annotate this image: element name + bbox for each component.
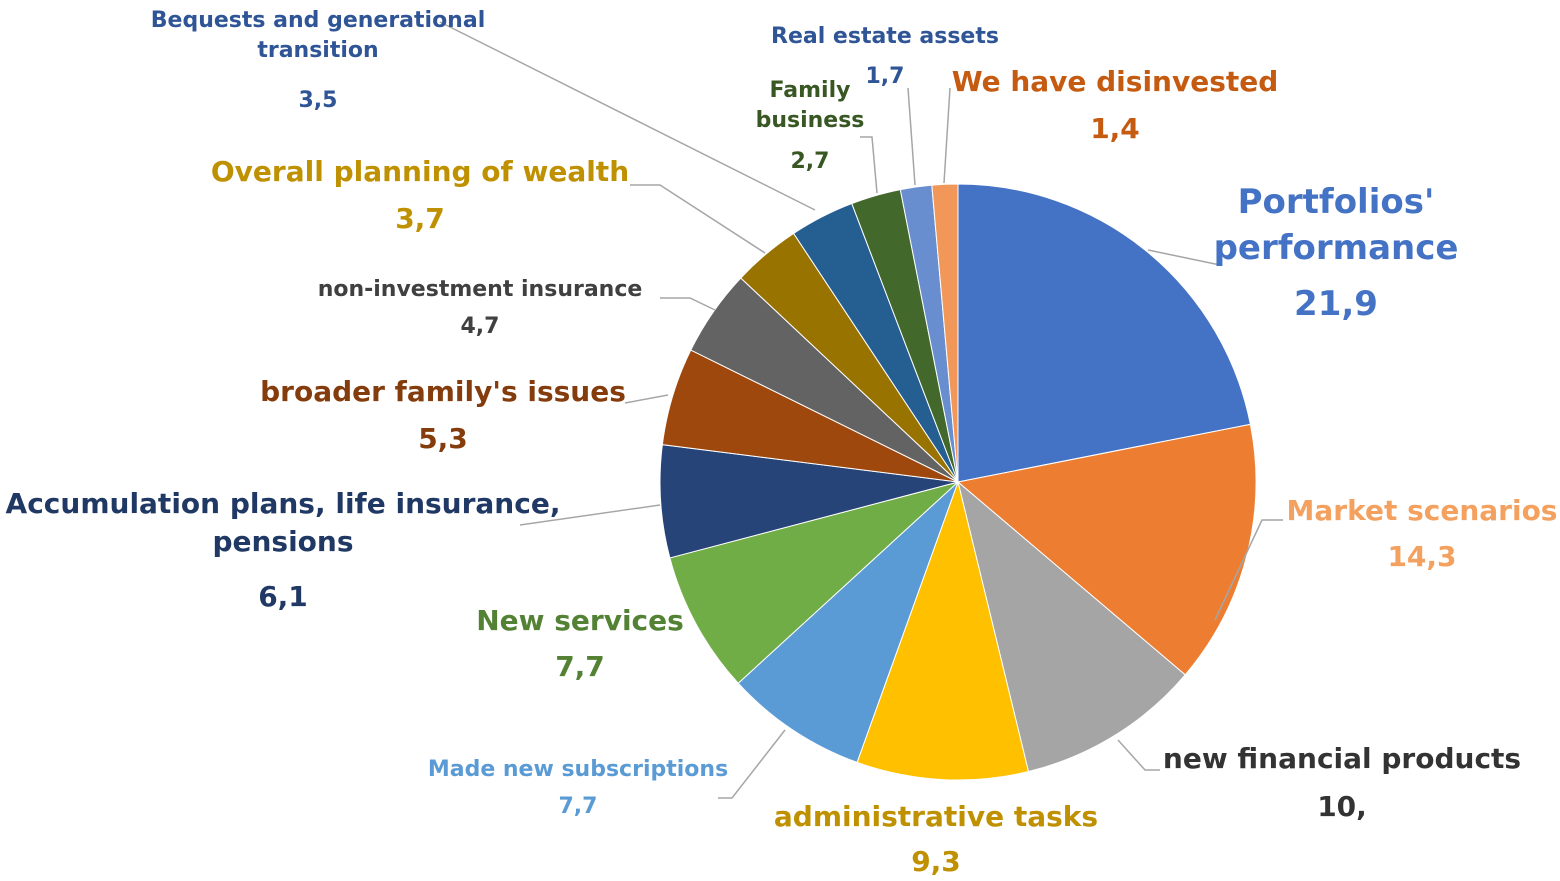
slice-label: Family business <box>755 78 865 133</box>
slice-label: We have disinvested <box>951 65 1279 98</box>
leader-line <box>1117 739 1160 771</box>
pie-slice <box>737 481 959 764</box>
slice-label: Portfolios' performance <box>1213 182 1459 268</box>
value-label: 14,3 <box>1387 540 1457 573</box>
leader-line <box>624 394 669 404</box>
leader-line <box>1214 519 1283 621</box>
slice-label: new financial products <box>1162 742 1522 775</box>
pie-slice <box>856 480 1030 781</box>
leader-line <box>519 504 661 526</box>
slice-label: Bequests and generational transition <box>150 8 486 63</box>
pie-slice <box>957 480 1186 773</box>
leader-line <box>907 87 916 186</box>
pie-slice <box>957 183 1251 483</box>
leader-line <box>439 21 816 211</box>
value-label: 2,7 <box>790 149 830 174</box>
slice-label: Market scenarios <box>1286 494 1558 527</box>
leader-line <box>630 184 766 254</box>
value-label: 1,7 <box>865 64 905 89</box>
slice-label: New services <box>476 604 684 637</box>
value-label: 7,7 <box>558 794 598 819</box>
value-label: 5,3 <box>418 422 468 455</box>
value-label: 7,7 <box>555 650 605 683</box>
leader-line <box>660 297 716 311</box>
slice-label: Made new subscriptions <box>427 757 729 782</box>
leader-line <box>718 729 786 799</box>
value-label: 21,9 <box>1294 284 1378 324</box>
value-label: 6,1 <box>258 580 308 613</box>
slice-label: Accumulation plans, life insurance, pens… <box>5 487 561 558</box>
slice-label: administrative tasks <box>773 800 1099 833</box>
value-label: 10, <box>1317 790 1367 823</box>
pie-slice <box>956 423 1257 676</box>
value-label: 3,7 <box>395 202 445 235</box>
leader-line <box>1147 249 1221 266</box>
pie-slice <box>931 183 959 483</box>
value-label: 4,7 <box>460 314 500 339</box>
value-label: 1,4 <box>1090 112 1140 145</box>
slice-label: broader family's issues <box>260 375 626 408</box>
value-label: 9,3 <box>911 845 961 878</box>
value-label: 3,5 <box>298 88 338 113</box>
slice-label: non-investment insurance <box>317 277 643 302</box>
leader-line <box>860 136 878 194</box>
slice-label: Real estate assets <box>771 24 999 49</box>
slice-label: Overall planning of wealth <box>210 155 630 188</box>
leader-line <box>943 87 951 184</box>
pie-slice <box>669 481 959 684</box>
